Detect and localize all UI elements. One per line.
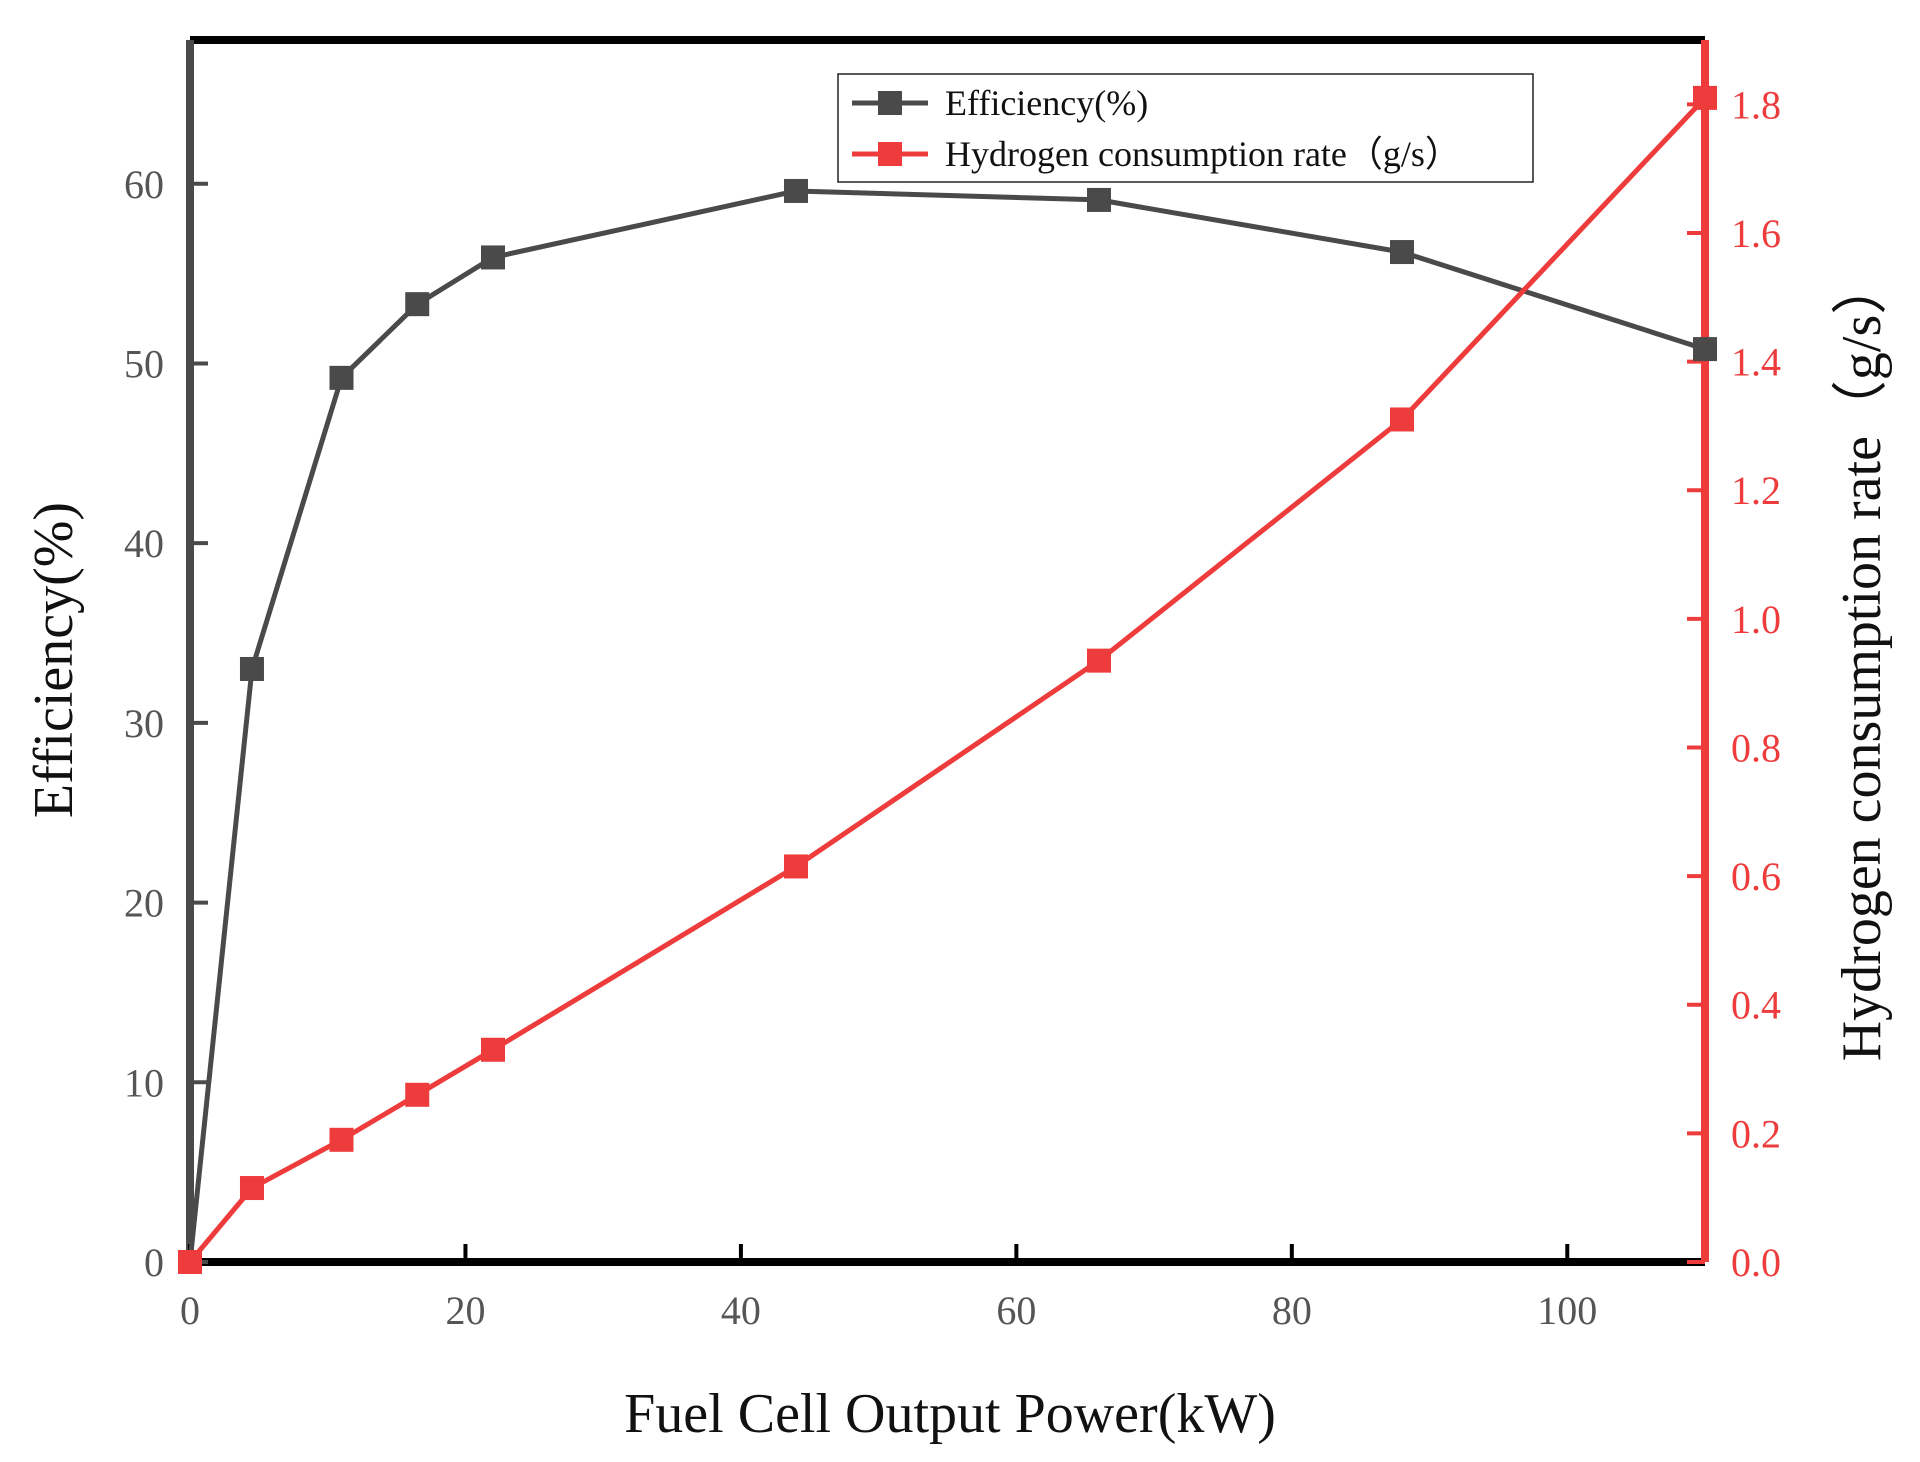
right-y-tick-label: 0.0 [1731, 1240, 1781, 1285]
right-y-tick-label: 1.6 [1731, 211, 1781, 256]
x-tick-label: 0 [180, 1288, 200, 1333]
data-point-hydrogen [178, 1250, 202, 1274]
legend-box [837, 73, 1534, 183]
data-point-efficiency [405, 292, 430, 317]
legend-label-efficiency: Efficiency(%) [945, 83, 1148, 123]
left-y-tick-label: 30 [124, 701, 164, 746]
right-y-tick-label: 1.8 [1731, 82, 1781, 127]
data-point-efficiency [1693, 337, 1717, 362]
left-y-tick-label: 60 [124, 162, 164, 207]
left-y-tick-label: 20 [124, 881, 164, 926]
legend: Efficiency(%) Hydrogen consumption rate（… [837, 73, 1534, 183]
right-y-tick-label: 0.8 [1731, 725, 1781, 770]
tick-labels-group: 0 20 40 60 80 100 0 10 20 30 40 50 60 0.0 0.2 0.4 0.6 0.8… [124, 82, 1781, 1333]
right-y-tick-label: 1.0 [1731, 597, 1781, 642]
data-point-hydrogen [329, 1127, 354, 1152]
left-y-tick-label: 50 [124, 341, 164, 386]
data-point-efficiency [239, 656, 264, 681]
data-point-efficiency [1390, 240, 1414, 265]
axis-titles-group: Fuel Cell Output Power(kW) Efficiency(%)… [23, 259, 1893, 1445]
x-tick-label: 100 [1537, 1288, 1597, 1333]
left-y-tick-label: 0 [144, 1240, 164, 1285]
right-y-tick-label: 0.6 [1731, 854, 1781, 899]
axes-group [186, 36, 1709, 1266]
left-y-tick-label: 40 [124, 521, 164, 566]
x-tick-label: 60 [996, 1288, 1036, 1333]
data-point-efficiency [1087, 187, 1111, 212]
left-y-tick-label: 10 [124, 1060, 164, 1105]
data-point-hydrogen [405, 1082, 430, 1107]
right-y-tick-label: 0.2 [1731, 1111, 1781, 1156]
x-axis-title: Fuel Cell Output Power(kW) [624, 1383, 1276, 1445]
legend-marker-hydrogen [878, 142, 902, 166]
right-y-tick-label: 1.2 [1731, 468, 1781, 513]
x-tick-label: 40 [721, 1288, 761, 1333]
data-point-hydrogen [784, 854, 808, 879]
data-point-hydrogen [1390, 407, 1414, 432]
data-point-hydrogen [481, 1037, 505, 1062]
x-tick-label: 20 [445, 1288, 485, 1333]
right-y-tick-label: 1.4 [1731, 340, 1781, 385]
legend-marker-efficiency [878, 91, 902, 115]
data-point-hydrogen [1693, 85, 1717, 110]
x-tick-label: 80 [1272, 1288, 1312, 1333]
series-group [178, 85, 1717, 1274]
data-point-hydrogen [1087, 648, 1111, 673]
legend-label-hydrogen: Hydrogen consumption rate（g/s） [945, 134, 1461, 174]
data-point-efficiency [329, 365, 354, 390]
left-y-axis-title: Efficiency(%) [23, 502, 85, 818]
right-y-axis-title: Hydrogen consumption rate（g/s） [1831, 259, 1893, 1062]
right-y-tick-label: 0.4 [1731, 983, 1781, 1028]
data-point-hydrogen [239, 1176, 264, 1201]
data-point-efficiency [481, 245, 505, 270]
data-point-efficiency [784, 178, 808, 203]
